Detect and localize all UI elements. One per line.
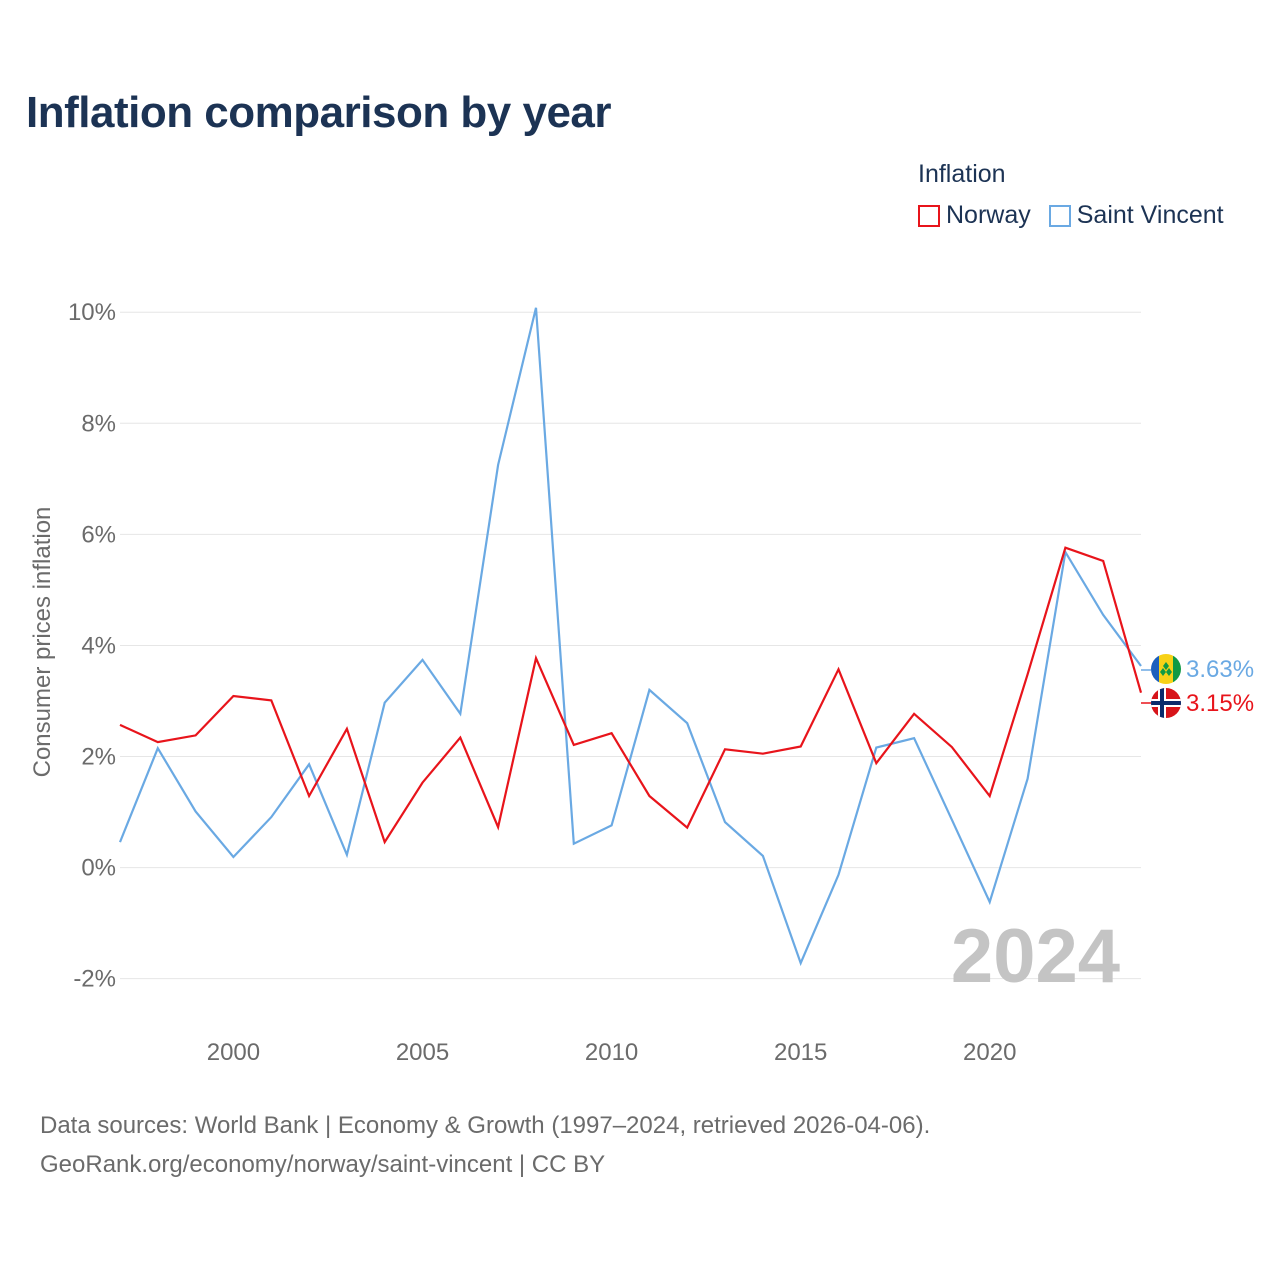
y-axis-ticks: -2% 0% 2% 4% 6% 8% 10% bbox=[68, 299, 116, 992]
saint-vincent-flag-icon bbox=[1151, 654, 1181, 684]
chart-title: Inflation comparison by year bbox=[26, 88, 612, 137]
series-line-saint-vincent[interactable] bbox=[118, 307, 1142, 967]
x-tick-label: 2015 bbox=[774, 1039, 827, 1066]
grid bbox=[120, 311, 1141, 980]
saint-vincent-end-marker: 3.63% bbox=[1141, 654, 1254, 684]
legend: Inflation Norway Saint Vincent bbox=[918, 160, 1224, 230]
y-tick-label: -2% bbox=[73, 966, 116, 993]
x-tick-label: 2000 bbox=[207, 1039, 260, 1066]
year-watermark: 2024 bbox=[951, 914, 1120, 999]
source-line-1: Data sources: World Bank | Economy & Gro… bbox=[40, 1112, 931, 1139]
legend-label-norway: Norway bbox=[946, 201, 1031, 229]
legend-item-norway[interactable]: Norway bbox=[918, 201, 1031, 230]
norway-flag-icon bbox=[1151, 688, 1181, 718]
legend-item-saint-vincent[interactable]: Saint Vincent bbox=[1048, 201, 1224, 230]
y-tick-label: 2% bbox=[81, 744, 116, 771]
x-tick-label: 2010 bbox=[585, 1039, 638, 1066]
source-line-2[interactable]: GeoRank.org/economy/norway/saint-vincent… bbox=[40, 1151, 606, 1178]
y-tick-label: 8% bbox=[81, 410, 116, 437]
x-tick-label: 2020 bbox=[963, 1039, 1016, 1066]
y-tick-label: 10% bbox=[68, 299, 116, 326]
y-tick-label: 4% bbox=[81, 632, 116, 659]
x-axis-ticks: 2000 2005 2010 2015 2020 bbox=[207, 1039, 1017, 1066]
legend-swatch-norway bbox=[918, 204, 940, 227]
y-axis-label: Consumer prices inflation bbox=[29, 507, 56, 778]
norway-end-value: 3.15% bbox=[1186, 690, 1254, 717]
saint-vincent-end-value: 3.63% bbox=[1186, 656, 1254, 683]
series-lines bbox=[118, 307, 1143, 967]
legend-title: Inflation bbox=[918, 160, 1006, 188]
legend-label-saint-vincent: Saint Vincent bbox=[1076, 201, 1224, 229]
series-line-norway[interactable] bbox=[119, 546, 1143, 845]
norway-end-marker: 3.15% bbox=[1141, 688, 1254, 718]
y-tick-label: 6% bbox=[81, 521, 116, 548]
legend-swatch-saint-vincent bbox=[1048, 204, 1071, 227]
source-note: Data sources: World Bank | Economy & Gro… bbox=[40, 1106, 930, 1184]
x-tick-label: 2005 bbox=[396, 1039, 449, 1066]
y-tick-label: 0% bbox=[81, 855, 116, 882]
